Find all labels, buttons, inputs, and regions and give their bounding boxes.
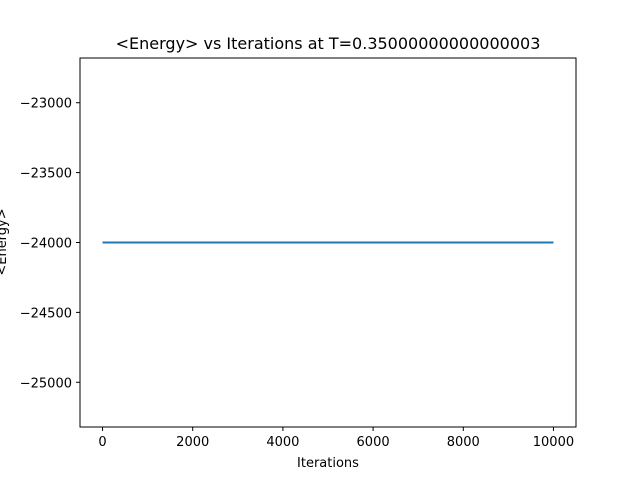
y-axis-label: <Energy>	[0, 208, 10, 275]
x-tick-label: 6000	[357, 435, 390, 450]
x-tick-label: 0	[98, 435, 106, 450]
x-axis-ticks: 0 2000 4000 6000 8000 10000	[98, 427, 574, 450]
x-tick-label: 10000	[533, 435, 574, 450]
x-axis-label: Iterations	[297, 456, 359, 471]
x-tick-label: 2000	[176, 435, 209, 450]
y-tick-label: −24500	[20, 306, 72, 321]
y-axis-ticks: −23000 −23500 −24000 −24500 −25000	[20, 97, 80, 391]
x-tick-label: 4000	[266, 435, 299, 450]
y-tick-label: −25000	[20, 376, 72, 391]
y-tick-label: −23000	[20, 97, 72, 112]
y-tick-label: −23500	[20, 167, 72, 182]
chart-title: <Energy> vs Iterations at T=0.3500000000…	[116, 34, 541, 53]
x-tick-label: 8000	[447, 435, 480, 450]
y-tick-label: −24000	[20, 237, 72, 252]
